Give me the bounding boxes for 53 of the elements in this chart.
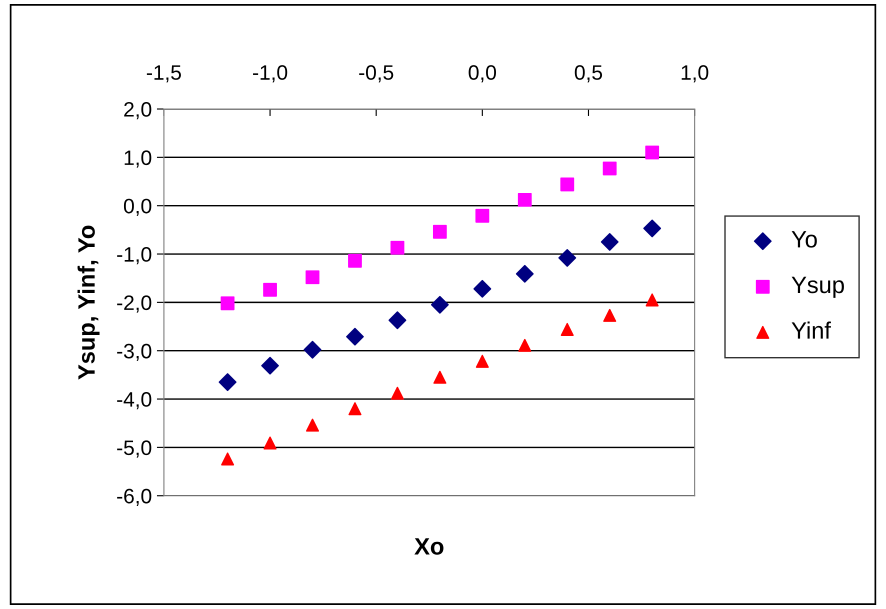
point [261,356,279,375]
y-tick-label: -4,0 [117,392,152,410]
legend-label: Ysup [792,276,844,298]
point [518,338,532,352]
x-axis-title: Xo [414,538,444,555]
legend-label: Yo [792,231,817,248]
x-tick-label: -0,5 [359,65,394,82]
point [390,240,404,255]
point [433,370,446,384]
point [348,254,362,268]
x-tick-label: -1,5 [146,65,181,82]
point [516,264,534,283]
legend-label: Yinf [792,322,831,339]
point [473,280,492,298]
point [560,322,574,336]
point [306,418,320,432]
point [220,296,234,310]
point [560,178,574,192]
y-tick-label: 0,0 [124,198,152,216]
point [645,146,660,160]
x-tick-label: -1,0 [253,65,288,82]
point [348,402,362,416]
point [646,293,659,306]
point [304,340,322,359]
point [643,220,662,238]
point [600,233,619,251]
x-tick-label: 0,5 [574,65,602,82]
point [430,296,449,314]
y-tick-label: -2,0 [117,295,152,313]
y-tick-label: 2,0 [124,102,152,120]
point [518,192,532,207]
point [263,282,277,297]
point [558,248,576,267]
y-tick-label: -1,0 [117,247,152,264]
point [264,436,277,450]
point [388,311,406,330]
point [603,308,616,322]
y-tick-label: -5,0 [117,440,152,458]
point [306,270,320,284]
y-tick-label: -3,0 [117,344,152,361]
point [475,208,490,223]
point [602,162,617,176]
point [221,452,234,466]
point [432,224,447,239]
x-tick-label: 0,0 [468,65,496,82]
point [346,328,364,346]
y-tick-label: 1,0 [124,150,152,168]
point [390,386,404,400]
y-axis-title: Ysup, Yinf, Yo [78,226,100,380]
y-tick-label: -6,0 [117,488,152,506]
point [476,354,489,368]
point [218,373,237,392]
x-tick-label: 1,0 [682,65,708,82]
